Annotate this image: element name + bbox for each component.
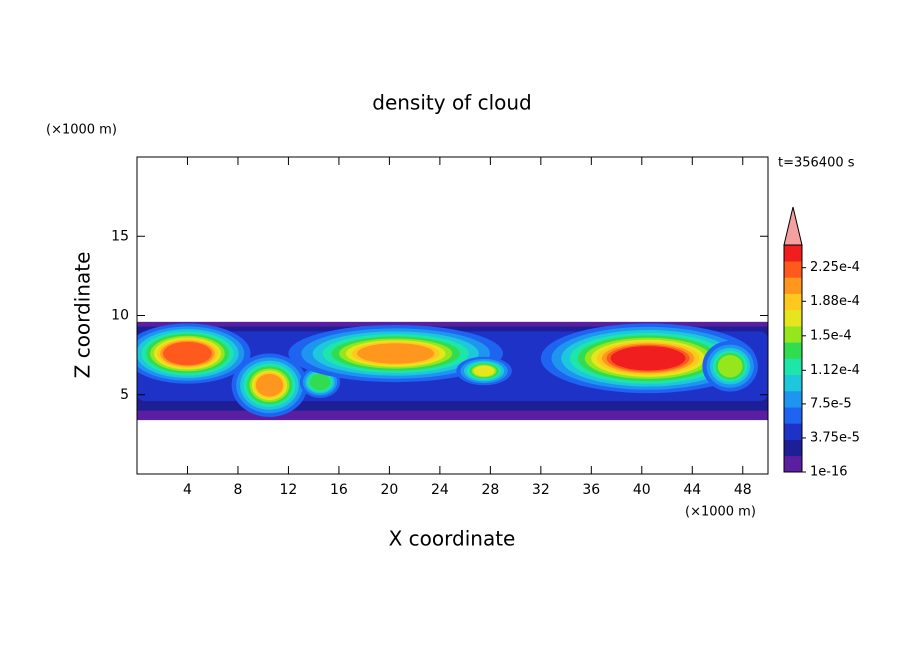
x-tick-label: 4: [183, 482, 192, 498]
x-tick-label: 28: [481, 482, 499, 498]
colorbar-label: 2.25e-4: [810, 260, 860, 275]
colorbar-label: 1.5e-4: [810, 328, 852, 343]
colorbar-label: 7.5e-5: [810, 396, 852, 411]
x-tick-label: 40: [633, 482, 651, 498]
colorbar-box: [784, 277, 802, 294]
colorbar-box: [784, 390, 802, 408]
x-tick-label: 16: [330, 482, 348, 498]
x-tick-label: 32: [532, 482, 550, 498]
contour-region: [309, 373, 331, 391]
x-tick-label: 12: [280, 482, 298, 498]
contour-region: [163, 341, 212, 366]
colorbar-box: [784, 261, 802, 278]
x-tick-label: 8: [233, 482, 242, 498]
colorbar-box: [784, 342, 802, 359]
x-tick-label: 24: [431, 482, 449, 498]
contour-region: [610, 346, 686, 371]
x-unit: (×1000 m): [685, 505, 756, 520]
chart-title: density of cloud: [372, 91, 531, 115]
y-tick-label: 5: [120, 387, 129, 403]
contour-region: [717, 354, 743, 378]
y-unit: (×1000 m): [46, 123, 117, 138]
colorbar-box: [784, 439, 802, 457]
contour-field: [137, 321, 768, 421]
colorbar-box: [784, 309, 802, 327]
x-tick-label: 20: [380, 482, 398, 498]
colorbar-box: [784, 326, 802, 343]
colorbar-box: [784, 374, 802, 392]
colorbar-box: [784, 455, 802, 473]
colorbar-box: [784, 358, 802, 376]
colorbar-box: [784, 423, 802, 440]
colorbar-frame: [783, 244, 803, 473]
colorbar-extend: [783, 206, 803, 246]
contour-region: [357, 343, 435, 364]
contour-region: [473, 365, 495, 377]
contour-region: [255, 373, 284, 397]
x-tick-label: 36: [582, 482, 600, 498]
colorbar-label: 1e-16: [810, 465, 848, 480]
y-tick-label: 10: [111, 308, 129, 324]
x-axis-label: X coordinate: [389, 527, 516, 551]
colorbar-box: [784, 293, 802, 311]
x-tick-label: 44: [683, 482, 701, 498]
colorbar-label: 1.12e-4: [810, 363, 860, 378]
colorbar-box: [784, 245, 802, 262]
colorbar-label: 1.88e-4: [810, 294, 860, 309]
y-tick-label: 15: [111, 228, 129, 244]
colorbar-box: [784, 407, 802, 424]
plot-frame: [136, 156, 769, 475]
x-tick-label: 48: [734, 482, 752, 498]
y-axis-label: Z coordinate: [71, 252, 95, 379]
annotation: t=356400 s: [778, 156, 855, 171]
colorbar-label: 3.75e-5: [810, 430, 860, 445]
